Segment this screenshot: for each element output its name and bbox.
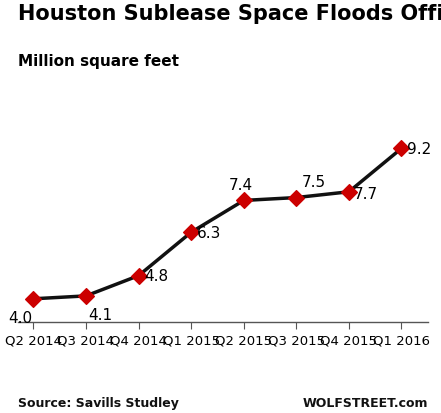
Text: 7.4: 7.4 bbox=[229, 178, 253, 193]
Text: 7.7: 7.7 bbox=[354, 186, 378, 201]
Text: Houston Sublease Space Floods Office Market: Houston Sublease Space Floods Office Mar… bbox=[18, 4, 441, 24]
Point bbox=[187, 229, 194, 236]
Point bbox=[30, 296, 37, 302]
Text: 4.8: 4.8 bbox=[144, 268, 168, 283]
Point bbox=[135, 273, 142, 279]
Point bbox=[345, 189, 352, 196]
Point bbox=[293, 195, 300, 202]
Text: 6.3: 6.3 bbox=[196, 225, 221, 240]
Text: 4.1: 4.1 bbox=[89, 307, 113, 322]
Point bbox=[398, 146, 405, 152]
Text: 4.0: 4.0 bbox=[8, 310, 32, 325]
Point bbox=[82, 293, 90, 299]
Text: 7.5: 7.5 bbox=[302, 175, 326, 190]
Text: WOLFSTREET.com: WOLFSTREET.com bbox=[302, 396, 428, 409]
Text: Million square feet: Million square feet bbox=[18, 54, 179, 69]
Point bbox=[240, 198, 247, 204]
Text: 9.2: 9.2 bbox=[407, 142, 431, 157]
Text: Source: Savills Studley: Source: Savills Studley bbox=[18, 396, 179, 409]
